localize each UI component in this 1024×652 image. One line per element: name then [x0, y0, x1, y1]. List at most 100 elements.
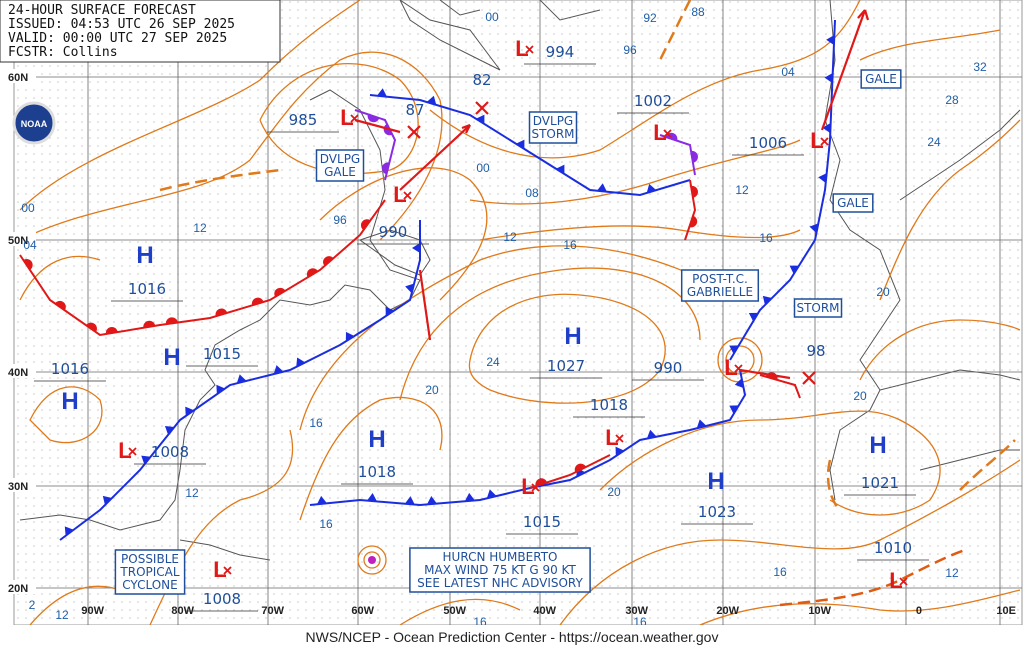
front-symbol [296, 357, 306, 367]
map-frame [13, 0, 1023, 626]
footer: NWS/NCEP - Ocean Prediction Center - htt… [306, 629, 719, 645]
front-line [59, 220, 421, 541]
high-symbol: H [136, 242, 153, 269]
longitude-label: 50W [443, 605, 466, 617]
isobar-label: 00 [485, 10, 499, 24]
longitude-label: 70W [261, 605, 284, 617]
front-symbol [818, 173, 827, 184]
front-line [759, 374, 801, 399]
front-symbol [164, 425, 175, 435]
isobar-label: 16 [309, 416, 323, 430]
warning-text: GALE [837, 196, 869, 210]
low-symbol: L [393, 182, 406, 207]
header-line: FCSTR: Collins [8, 45, 118, 60]
front-symbol [86, 322, 97, 333]
front-symbol [23, 258, 33, 270]
isobars [19, 0, 1021, 626]
front-symbol [762, 295, 773, 306]
central-pressure: 1023 [698, 503, 736, 521]
front-symbol [381, 162, 390, 175]
longitude-label: 90W [81, 605, 104, 617]
low-center-x [531, 483, 540, 492]
front-symbol [426, 95, 437, 105]
isobar-label: 24 [486, 355, 500, 369]
warning-box [528, 111, 578, 144]
isobar-label: 12 [503, 230, 517, 244]
isobar-label: 96 [333, 213, 347, 227]
front-symbol [574, 463, 587, 473]
low-center-x [525, 45, 534, 54]
low-symbol: L [724, 355, 737, 380]
warning-box [793, 298, 843, 318]
high-symbol: H [564, 323, 581, 350]
warning-text: MAX WIND 75 KT G 90 KT [424, 563, 576, 577]
graticule [14, 0, 1022, 625]
lat-bg [6, 69, 36, 83]
low-symbol: L [340, 105, 353, 130]
warning-text: STORM [531, 127, 574, 141]
central-pressure: 1018 [590, 396, 628, 414]
low-center-x [128, 447, 137, 456]
central-pressure: 1002 [634, 92, 672, 110]
low-center-x [223, 566, 232, 575]
front-symbol [306, 268, 319, 278]
front-line [19, 199, 386, 337]
header-line: 24-HOUR SURFACE FORECAST [8, 3, 196, 18]
hurricane-eye [368, 556, 376, 564]
front-symbol [405, 283, 415, 294]
front-symbol [274, 287, 286, 297]
low-symbol: L [521, 474, 534, 499]
front-symbol [367, 114, 380, 123]
isobar-label: 04 [781, 65, 795, 79]
low-center-x [820, 137, 829, 146]
front-symbol [729, 405, 739, 414]
front-symbol [165, 317, 178, 325]
front-symbol [789, 265, 800, 275]
front-symbol [690, 185, 698, 198]
warning-box [114, 549, 186, 595]
front-symbol [689, 215, 698, 228]
front-symbol [729, 345, 739, 354]
isobar-label: 00 [21, 201, 35, 215]
central-pressure: 1010 [874, 539, 912, 557]
front-symbol [316, 495, 327, 505]
latitude-label: 40N [8, 367, 28, 379]
longitude-label: 20W [716, 605, 739, 617]
central-pressure: 994 [546, 43, 575, 61]
front-symbol [426, 496, 437, 505]
warning-text: DVLPG [320, 152, 360, 166]
warning-box [832, 193, 874, 213]
front-symbol [385, 306, 395, 317]
low-symbol: L [515, 36, 528, 61]
low-symbol: L [118, 438, 131, 463]
front-symbol [360, 219, 371, 231]
forecast-pressure: 87 [405, 101, 424, 119]
central-pressure: 990 [654, 359, 683, 377]
lat-bg [6, 364, 36, 378]
front-symbol [412, 243, 420, 253]
central-pressure: 1008 [203, 590, 241, 608]
front-symbol [366, 493, 377, 502]
isobar-label: 16 [773, 565, 787, 579]
front-symbol [486, 489, 497, 499]
low-center-x [403, 191, 412, 200]
central-pressure: 1016 [51, 360, 89, 378]
latitude-label: 30N [8, 481, 28, 493]
forecast-pressure: 98 [806, 342, 825, 360]
front-symbol [748, 312, 759, 322]
low-symbol: L [605, 425, 618, 450]
longitude-label: 30W [625, 605, 648, 617]
central-pressure: 1021 [861, 474, 899, 492]
front-symbol [105, 327, 118, 335]
front-symbol [273, 365, 284, 375]
lat-bg [6, 478, 36, 492]
central-pressure: 1015 [523, 513, 561, 531]
isobar-label: 12 [193, 221, 207, 235]
front-symbol [515, 139, 525, 150]
warning-text: GALE [324, 165, 356, 179]
low-symbol: L [213, 557, 226, 582]
isobar-label: 2 [29, 598, 36, 612]
isobar-label: 16 [759, 231, 773, 245]
front-symbol [236, 374, 247, 384]
